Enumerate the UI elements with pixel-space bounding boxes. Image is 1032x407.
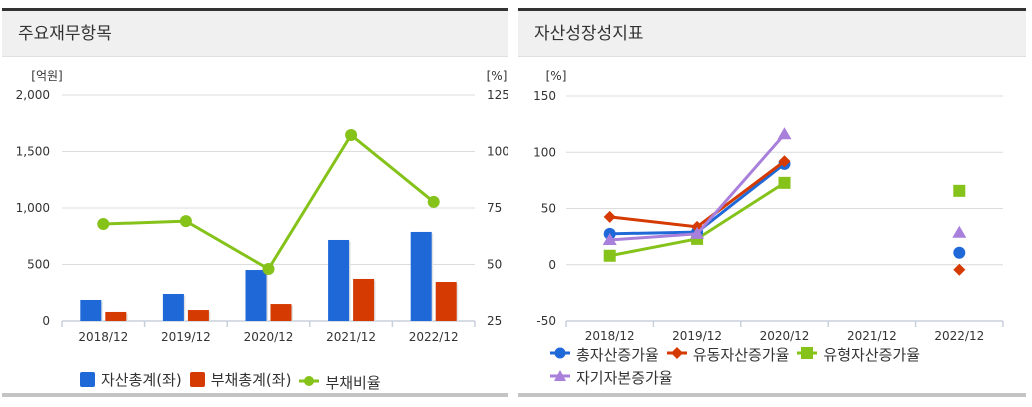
bar-total-liabilities[interactable] xyxy=(270,304,292,321)
x-axis-label: 2022/12 xyxy=(409,330,459,344)
equity-growth-point[interactable] xyxy=(690,226,705,239)
y-axis-tick: 150 xyxy=(533,89,556,103)
left-axis-tick: 0 xyxy=(42,314,50,328)
y-axis-tick: -50 xyxy=(536,314,556,328)
legend-label: 유형자산증가율 xyxy=(823,346,921,364)
left-axis-tick: 1,000 xyxy=(16,201,50,215)
legend-square-icon xyxy=(797,344,818,367)
x-axis-label: 2021/12 xyxy=(847,329,897,343)
legend-triangle-icon xyxy=(550,367,570,390)
bar-total-assets[interactable] xyxy=(328,239,350,321)
debt-ratio-point[interactable] xyxy=(179,215,192,228)
equity-growth-point[interactable] xyxy=(952,225,967,238)
legend-item[interactable]: 총자산증가율 xyxy=(550,344,659,367)
legend-label: 자기자본증가율 xyxy=(576,369,673,387)
x-axis-label: 2019/12 xyxy=(161,330,211,344)
left-axis-tick: 500 xyxy=(27,258,50,272)
legend-label: 부채비율 xyxy=(325,373,381,392)
legend-label: 자산총계(좌) xyxy=(101,371,182,389)
legend-label: 유동자산증가율 xyxy=(692,346,790,364)
legend-label: 총자산증가율 xyxy=(576,346,659,364)
legend-diamond-icon xyxy=(666,344,687,367)
y-axis-tick: 100 xyxy=(533,145,556,159)
left-axis-unit: [억원] xyxy=(31,69,62,83)
legend-label: 부채총계(좌) xyxy=(210,371,292,389)
left-axis-tick: 1,500 xyxy=(16,145,50,159)
bar-total-assets[interactable] xyxy=(80,299,102,321)
chart-legend: 자산총계(좌) 부채총계(좌) 부채비율 xyxy=(80,369,389,393)
debt-ratio-point[interactable] xyxy=(262,263,275,276)
legend-item[interactable]: 유형자산증가율 xyxy=(797,344,920,367)
right-axis-tick: 50 xyxy=(487,258,502,272)
debt-ratio-point[interactable] xyxy=(97,218,110,231)
left-axis-tick: 2,000 xyxy=(16,88,50,102)
asset-growth-chart: [%] 150 100 50 0 -50 2018/12 2019/12 2020/12 2021… xyxy=(533,69,1004,343)
bar-total-assets[interactable] xyxy=(245,270,267,321)
legend-item[interactable]: 부채총계(좌) xyxy=(189,369,292,390)
y-axis-tick: 50 xyxy=(541,202,556,216)
debt-ratio-point[interactable] xyxy=(427,195,440,208)
current-assets-growth-line xyxy=(609,160,786,229)
panel-title: 주요재무항목 xyxy=(2,11,508,57)
right-axis-tick: 100 xyxy=(487,145,508,159)
bar-total-liabilities[interactable] xyxy=(187,310,209,321)
x-axis-label: 2022/12 xyxy=(934,329,984,343)
bar-total-liabilities[interactable] xyxy=(435,282,457,321)
legend-item[interactable]: 자기자본증가율 xyxy=(550,367,673,390)
legend-line-dot-icon xyxy=(299,373,320,391)
debt-ratio-point[interactable] xyxy=(345,129,358,142)
legend-item[interactable]: 자산총계(좌) xyxy=(80,369,182,390)
debt-ratio-line xyxy=(103,132,435,272)
equity-growth-point[interactable] xyxy=(777,127,792,140)
tangible-assets-growth-point[interactable] xyxy=(778,176,791,189)
tangible-assets-growth-point[interactable] xyxy=(603,249,616,262)
legend-item[interactable]: 유동자산증가율 xyxy=(666,344,790,367)
current-assets-growth-point[interactable] xyxy=(953,263,966,276)
x-axis-label: 2020/12 xyxy=(760,329,810,343)
asset-growth-panel: 자산성장성지표 [%] 150 100 50 0 -50 2018/12 2019/12 202… xyxy=(518,8,1026,397)
bar-total-liabilities[interactable] xyxy=(105,311,127,321)
y-axis-tick: 0 xyxy=(548,258,556,272)
x-axis-label: 2019/12 xyxy=(672,329,722,343)
panel-title: 자산성장성지표 xyxy=(518,11,1026,57)
bar-total-assets[interactable] xyxy=(162,293,184,321)
y-axis-unit: [%] xyxy=(546,69,567,83)
legend-square-icon xyxy=(80,372,95,387)
x-axis-label: 2021/12 xyxy=(326,330,376,344)
bar-total-assets[interactable] xyxy=(410,231,432,321)
current-assets-growth-point[interactable] xyxy=(778,155,791,168)
x-axis-label: 2018/12 xyxy=(585,329,635,343)
legend-item[interactable]: 부채비율 xyxy=(299,372,381,393)
x-axis-label: 2020/12 xyxy=(244,330,294,344)
right-axis-tick: 75 xyxy=(487,201,502,215)
total-assets-growth-point[interactable] xyxy=(953,246,966,259)
current-assets-growth-point[interactable] xyxy=(603,210,616,223)
legend-square-icon xyxy=(189,372,205,387)
equity-growth-point[interactable] xyxy=(602,233,617,245)
right-axis-unit: [%] xyxy=(487,69,508,83)
legend-circle-icon xyxy=(550,344,570,367)
financial-items-panel: 주요재무항목 [억원] [%] 2,000 125 1,500 100 1,000 75 500… xyxy=(2,8,508,397)
right-axis-tick: 125 xyxy=(487,88,508,102)
tangible-assets-growth-point[interactable] xyxy=(953,184,966,197)
x-axis-label: 2018/12 xyxy=(78,330,128,344)
bar-total-liabilities[interactable] xyxy=(353,278,375,321)
right-axis-tick: 25 xyxy=(487,314,502,328)
